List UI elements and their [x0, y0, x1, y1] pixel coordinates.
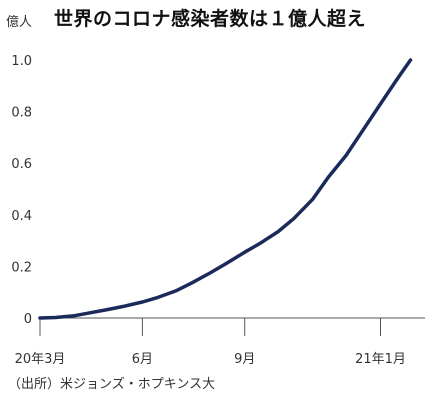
- y-tick-label: 0.2: [11, 260, 32, 275]
- series-line: [38, 58, 413, 320]
- y-tick-label: 1.0: [11, 54, 32, 69]
- x-tick-label: 20年3月: [15, 352, 66, 367]
- y-tick-label: 0.8: [11, 106, 32, 121]
- x-tick-label: 6月: [132, 352, 153, 367]
- y-axis-unit: 億人: [6, 15, 33, 30]
- y-tick-label: 0: [24, 312, 32, 327]
- x-tick-label: 21年1月: [355, 352, 406, 367]
- chart-title: 世界のコロナ感染者数は１億人超え: [54, 8, 367, 30]
- y-axis-ticks: 0 0.2 0.4 0.6 0.8 1.0: [11, 54, 32, 327]
- x-axis: 20年3月 6月 9月 21年1月: [15, 317, 425, 367]
- x-tick-label: 9月: [234, 352, 255, 367]
- series-layer: [38, 58, 413, 320]
- y-tick-label: 0.4: [11, 209, 32, 224]
- source-note: （出所）米ジョンズ・ホプキンス大: [8, 377, 216, 392]
- y-tick-label: 0.6: [11, 157, 32, 172]
